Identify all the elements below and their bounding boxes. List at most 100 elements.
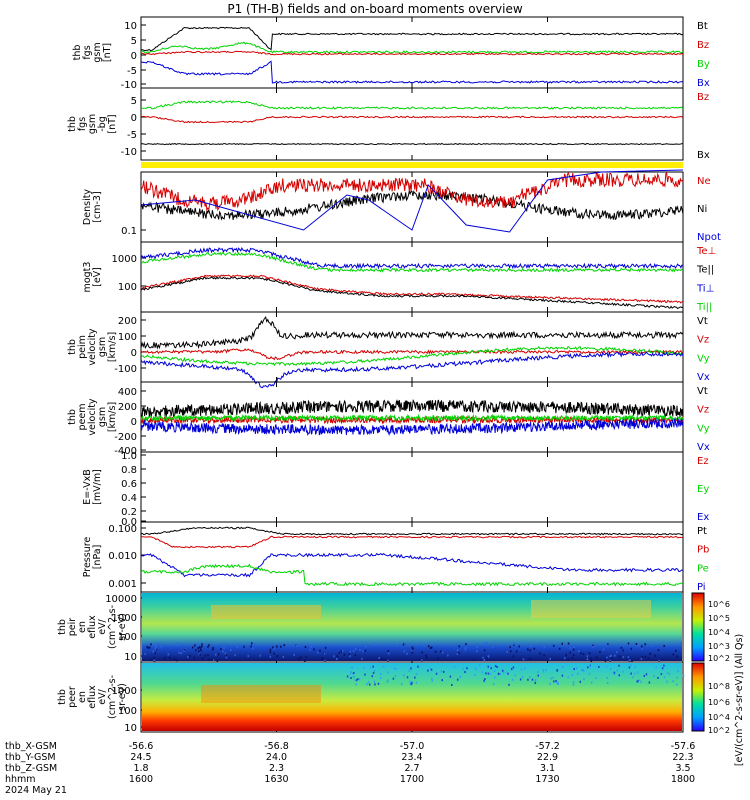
y-axis-label: gsm: [97, 337, 108, 357]
y-tick-label: 1.0: [121, 451, 137, 462]
colorbar-tick: 10^8: [708, 682, 730, 691]
legend-vt: Vt: [697, 386, 708, 397]
x-axis-row-label: thb_Y-GSM: [5, 752, 56, 763]
y-tick-label: 0: [131, 51, 137, 62]
legend-vx: Vx: [697, 372, 710, 383]
y-axis-label: thb: [67, 409, 78, 425]
y-axis-label: (cm^2-s-: [107, 605, 118, 649]
y-axis-label: [cm-3]: [92, 191, 103, 222]
panel-frame: [140, 451, 684, 523]
panel-p10: 1000 100 10 thb peer en eflux eV/(cm^2-s-sr-eV): [57, 661, 685, 734]
x-axis-row-label: thb_Z-GSM: [5, 763, 57, 774]
y-axis-label: velocity: [87, 398, 98, 436]
panel-p8: 0.100 0.010 0.001 Pressure [nPa] Pt Pb Pe Pi: [82, 521, 709, 593]
y-axis-label: sr-eV): [117, 613, 128, 641]
legend-te⊥: Te⊥: [696, 246, 716, 257]
legend-ti||: Ti||: [696, 302, 712, 313]
panel-p4: 1000 100 mogt3 [eV] Te⊥ Te|| Ti⊥ Ti||: [82, 241, 716, 313]
legend-pt: Pt: [697, 526, 707, 537]
legend-ex: Ex: [697, 512, 709, 523]
y-tick-label: 0.4: [121, 493, 137, 504]
x-tick-label: -57.2: [535, 741, 560, 752]
y-axis-label: gsm: [92, 42, 103, 62]
legend-ti⊥: Ti⊥: [696, 283, 714, 294]
panel-p9: 10000 1000 100 10 thb peir en eflux eV/(cm^2-s-s…: [57, 591, 684, 663]
y-tick-label: 0.8: [121, 465, 137, 476]
y-tick-label: 1000: [112, 613, 137, 624]
y-tick-label: 10000: [105, 594, 137, 605]
panel-frame: [140, 521, 684, 593]
series-te-perp: [140, 274, 684, 304]
y-tick-label: -400: [114, 446, 137, 457]
series-pt: [140, 526, 684, 536]
x-tick-label: 23.4: [401, 752, 422, 763]
colorbar-tick: 10^2: [708, 726, 730, 735]
y-tick-label: 100: [118, 706, 137, 717]
y-axis-label: velocity: [87, 328, 98, 366]
y-tick-label: 10: [124, 21, 137, 32]
y-tick-label: 0.2: [121, 507, 137, 518]
legend-npot: Npot: [697, 232, 721, 243]
y-axis-label: -bg: [97, 116, 108, 132]
legend-bz: Bz: [697, 92, 709, 103]
y-tick-label: 0.0: [121, 517, 137, 528]
status-bar: [141, 162, 683, 168]
y-tick-label: 200: [118, 316, 137, 327]
x-tick-label: 1600: [129, 774, 153, 785]
x-tick-label: -56.8: [264, 741, 289, 752]
y-tick-label: 400: [118, 387, 137, 398]
legend-bz: Bz: [697, 40, 709, 51]
series-npot: [140, 169, 684, 233]
x-axis-row-label: 2024 May 21: [5, 785, 67, 796]
y-tick-label: -100: [114, 364, 137, 375]
y-tick-label: 0.1: [121, 226, 137, 237]
series-ne: [140, 171, 684, 212]
x-tick-label: 3.1: [540, 763, 555, 774]
y-tick-label: 0: [131, 113, 137, 124]
y-axis-label: [nPa]: [92, 545, 103, 570]
y-tick-label: 1000: [112, 254, 137, 265]
colorbar-tick: 10^5: [708, 614, 730, 623]
series-vx: [140, 350, 684, 389]
y-axis-label: (cm^2-s-: [107, 675, 118, 719]
y-axis-label: [nT]: [107, 114, 118, 133]
series-ni: [140, 189, 684, 221]
y-axis-label: fgs: [77, 117, 88, 131]
legend-vy: Vy: [697, 353, 710, 364]
legend-ne: Ne: [697, 176, 711, 187]
series-bx-bg: [140, 142, 684, 146]
x-tick-label: 22.3: [672, 752, 693, 763]
y-axis-label: thb: [57, 689, 68, 705]
x-tick-label: 1800: [671, 774, 695, 785]
y-axis-label: eflux: [87, 685, 98, 709]
y-tick-label: 1000: [112, 686, 137, 697]
legend-bt: Bt: [697, 21, 708, 32]
series-pi: [140, 552, 684, 578]
y-axis-label: E=-VxB: [82, 469, 93, 504]
y-axis-label: en: [77, 691, 88, 703]
y-tick-label: 0: [131, 348, 137, 359]
y-axis-label: thb: [67, 116, 78, 132]
y-tick-label: 100: [118, 332, 137, 343]
panel-frame: [140, 311, 684, 383]
y-tick-label: 0.100: [108, 524, 137, 535]
series-pe: [140, 563, 684, 587]
x-tick-label: -56.6: [129, 741, 154, 752]
panel-frame: [140, 87, 684, 161]
x-tick-label: 24.0: [266, 752, 287, 763]
colorbar-ion: [691, 592, 705, 662]
y-tick-label: -10: [121, 80, 137, 91]
y-axis-label: gsm: [97, 407, 108, 427]
plot-title: P1 (TH-B) fields and on-board moments ov…: [227, 2, 523, 16]
y-tick-label: 200: [118, 402, 137, 413]
legend-pe: Pe: [697, 563, 709, 574]
y-tick-label: -5: [127, 66, 137, 77]
series-vy-e: [140, 413, 684, 423]
y-axis-label: gsm: [87, 114, 98, 134]
y-axis-label: peir: [67, 618, 78, 637]
y-tick-label: 0: [131, 417, 137, 428]
legend-bx: Bx: [697, 78, 710, 89]
y-axis-label: peim: [77, 335, 88, 359]
legend-vt: Vt: [697, 316, 708, 327]
x-tick-label: -57.0: [400, 741, 425, 752]
